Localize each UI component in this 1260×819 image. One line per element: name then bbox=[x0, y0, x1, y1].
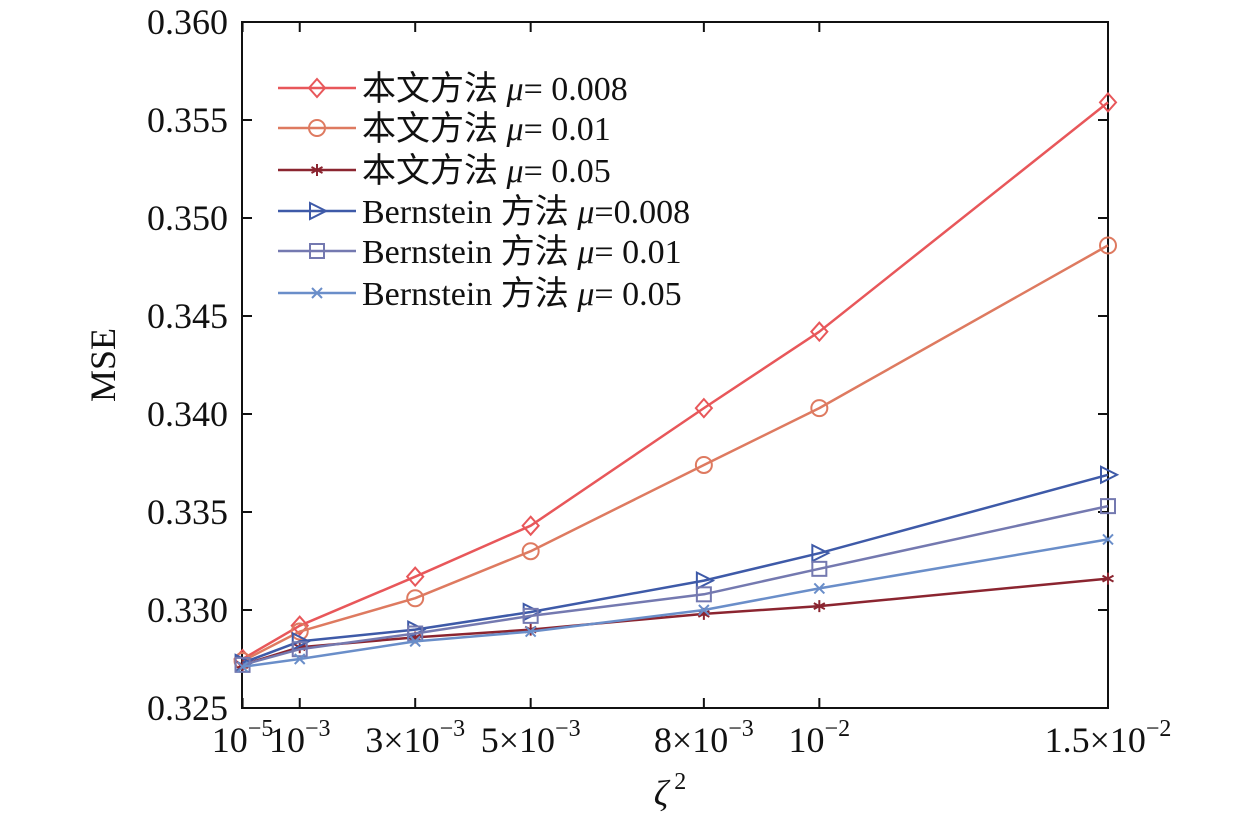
legend-entry: 本文方法 μ= 0.01 bbox=[278, 110, 611, 148]
y-tick-label: 0.355 bbox=[147, 100, 228, 140]
x-tick-label-base: 5×10 bbox=[481, 720, 555, 760]
series-layer bbox=[233, 91, 1120, 673]
data-point-marker bbox=[236, 661, 249, 673]
data-point-marker bbox=[813, 600, 826, 613]
series-1 bbox=[233, 91, 1118, 670]
data-point-marker bbox=[307, 77, 327, 99]
y-tick-label: 0.345 bbox=[147, 296, 228, 336]
data-point-marker bbox=[406, 589, 425, 608]
data-point-marker bbox=[521, 515, 541, 537]
y-tick-label: 0.335 bbox=[147, 492, 228, 532]
x-tick-label: 10−2 bbox=[789, 716, 851, 760]
data-point-marker bbox=[1102, 572, 1114, 585]
x-axis: 10−510−3 3×10−3 5×10−3 8×10−3 10−2 1.5×10−2 bbox=[212, 22, 1172, 760]
series-line bbox=[242, 504, 1109, 667]
data-point-marker bbox=[290, 622, 309, 641]
data-point-marker bbox=[1100, 465, 1120, 485]
data-point-marker bbox=[524, 625, 537, 638]
data-point-marker bbox=[311, 164, 323, 176]
x-tick-label-base: 10 bbox=[212, 720, 248, 760]
legend-label: Bernstein 方法 μ= 0.05 bbox=[362, 275, 682, 313]
x-tick-label-exponent: −2 bbox=[1146, 716, 1172, 742]
x-axis-title-symbol: ζ bbox=[654, 773, 671, 813]
legend-entry: Bernstein 方法 μ=0.008 bbox=[278, 193, 690, 231]
data-point-marker bbox=[695, 570, 716, 591]
y-tick-label: 0.325 bbox=[147, 688, 228, 728]
legend-entry: Bernstein 方法 μ= 0.05 bbox=[278, 275, 682, 313]
data-point-marker bbox=[311, 287, 323, 299]
x-tick-label-base: 1.5×10 bbox=[1045, 720, 1146, 760]
legend-entry: 本文方法 μ= 0.008 bbox=[278, 70, 628, 108]
data-point-marker bbox=[694, 455, 713, 474]
x-tick-label-exponent: −3 bbox=[728, 716, 754, 742]
x-tick-label: 8×10−3 bbox=[654, 716, 754, 760]
legend-label: 本文方法 μ= 0.01 bbox=[362, 110, 611, 148]
data-point-marker bbox=[409, 635, 421, 648]
y-axis: 0.325 0.330 0.335 0.340 0.345 0.350 0.355 0.360 bbox=[147, 2, 1108, 728]
data-point-marker bbox=[811, 560, 828, 577]
data-point-marker bbox=[1098, 91, 1118, 113]
series-6 bbox=[236, 533, 1114, 673]
data-point-marker bbox=[291, 641, 308, 658]
x-tick-label: 5×10−3 bbox=[481, 716, 581, 760]
x-tick-label-base: 3×10 bbox=[365, 720, 439, 760]
data-point-marker bbox=[810, 399, 829, 418]
y-tick-label: 0.340 bbox=[147, 394, 228, 434]
x-tick-label-exponent: −3 bbox=[440, 716, 466, 742]
data-point-marker bbox=[698, 604, 710, 616]
data-point-marker bbox=[1102, 533, 1114, 546]
x-tick-label-exponent: −3 bbox=[305, 716, 331, 742]
x-tick-label-exponent: −5 bbox=[248, 716, 274, 742]
data-point-marker bbox=[811, 543, 831, 563]
x-tick-label: 3×10−3 bbox=[365, 716, 465, 760]
y-tick-label: 0.350 bbox=[147, 198, 228, 238]
x-tick-label: 1.5×10−2 bbox=[1045, 716, 1172, 760]
data-point-marker bbox=[1099, 236, 1117, 255]
data-point-marker bbox=[309, 243, 325, 259]
data-point-marker bbox=[308, 119, 326, 137]
legend-label: 本文方法 μ= 0.05 bbox=[362, 152, 611, 190]
data-point-marker bbox=[521, 542, 540, 561]
x-tick-label: 10−5 bbox=[212, 716, 274, 760]
plot-area bbox=[241, 21, 1109, 709]
data-point-marker bbox=[813, 582, 826, 595]
data-point-marker bbox=[290, 615, 310, 637]
legend-label: 本文方法 μ= 0.008 bbox=[362, 70, 628, 108]
data-point-marker bbox=[294, 653, 306, 665]
y-tick-label: 0.360 bbox=[147, 2, 228, 42]
x-axis-title-exponent: 2 bbox=[674, 769, 686, 795]
data-point-marker bbox=[694, 397, 714, 419]
series-5 bbox=[234, 498, 1116, 673]
data-point-marker bbox=[1100, 498, 1116, 515]
legend-entry: Bernstein 方法 μ= 0.01 bbox=[278, 233, 682, 271]
y-tick-label: 0.330 bbox=[147, 590, 228, 630]
legend-label: Bernstein 方法 μ=0.008 bbox=[362, 193, 690, 231]
series-line bbox=[241, 101, 1109, 661]
x-tick-label-exponent: −3 bbox=[555, 716, 581, 742]
data-point-marker bbox=[522, 607, 539, 624]
x-tick-label-base: 10 bbox=[269, 720, 305, 760]
x-tick-label-base: 8×10 bbox=[654, 720, 728, 760]
x-tick-label: 10−3 bbox=[269, 716, 331, 760]
series-line bbox=[242, 244, 1109, 663]
legend-label: Bernstein 方法 μ= 0.01 bbox=[362, 233, 682, 271]
x-tick-label-exponent: −2 bbox=[825, 716, 851, 742]
data-point-marker bbox=[309, 201, 329, 221]
x-tick-label-base: 10 bbox=[789, 720, 825, 760]
data-point-marker bbox=[695, 586, 712, 603]
data-point-marker bbox=[405, 566, 425, 588]
legend-entry: 本文方法 μ= 0.05 bbox=[278, 152, 611, 190]
y-axis-title: MSE bbox=[83, 328, 123, 402]
data-point-marker bbox=[809, 321, 829, 343]
